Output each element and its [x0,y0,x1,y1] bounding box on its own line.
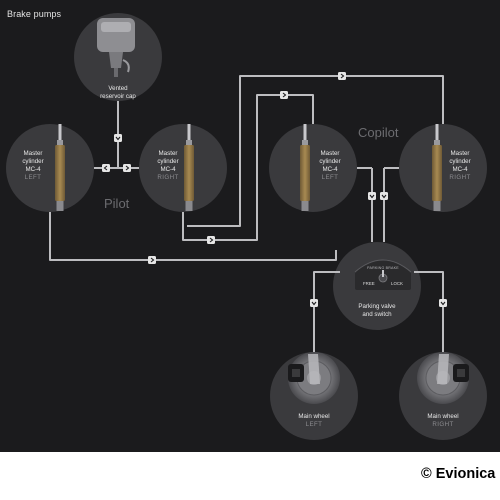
parking-brake-panel [354,259,412,290]
master-cylinder-icon [432,124,442,211]
pilot-group-label: Pilot [104,196,130,211]
copyright-symbol: © [421,466,432,482]
parking-lock-label: LOCK [391,281,403,286]
pilot-right-cylinder-node [139,124,227,212]
reservoir-label: Vented reservoir cap [100,85,136,100]
copilot-right-cylinder-node [399,124,487,212]
chevron-arrow-icon [380,192,388,200]
parking-valve-label: Parking valve and switch [358,303,396,318]
flow-markers [102,72,447,307]
copilot-right-cylinder-label: Master cylinder MC-4 RIGHT [449,150,471,181]
line-copilot-right-loop [187,75,444,227]
copilot-left-cylinder-label: Master cylinder MC-4 LEFT [319,150,341,181]
chevron-arrow-icon [148,256,156,264]
pilot-left-cylinder-node [6,124,94,212]
chevron-arrow-icon [280,91,288,99]
brake-system-diagram [6,13,487,440]
pilot-right-cylinder-label: Master cylinder MC-4 RIGHT [157,150,179,181]
chevron-arrow-icon [338,72,346,80]
copilot-group-label: Copilot [358,125,399,140]
master-cylinder-icon [55,124,65,211]
diagram-canvas: Brake pumps Pilot Copilot Vented reservo… [0,0,500,452]
chevron-arrow-icon [207,236,215,244]
left-wheel-label: Main wheel LEFT [298,413,330,428]
brake-disc-icon [417,352,469,404]
parking-free-label: FREE [363,281,375,286]
diagram-title: Brake pumps [7,9,62,19]
copyright-notice: © Evionica [421,466,495,482]
line-pilot-right-to-copilot-left [182,94,314,241]
node-backgrounds [6,13,487,440]
brake-disc-icon [288,352,340,404]
copilot-left-cylinder-node [269,124,357,212]
line-valve-to-left-wheel [313,271,340,352]
pilot-left-cylinder-label: Master cylinder MC-4 LEFT [22,150,44,181]
chevron-arrow-icon [102,164,110,172]
chevron-arrow-icon [123,164,131,172]
chevron-arrow-icon [310,299,318,307]
line-pilot-left-to-valve [49,212,337,261]
chevron-arrow-icon [114,134,122,142]
copyright-text: Evionica [435,466,496,482]
chevron-arrow-icon [368,192,376,200]
master-cylinder-icon [184,124,194,211]
right-wheel-label: Main wheel RIGHT [427,413,459,428]
master-cylinder-icon [300,124,310,211]
line-valve-to-right-wheel [414,271,444,352]
parking-brake-panel-title: PARKING BRAKE [367,266,399,270]
reservoir-icon [97,18,135,77]
chevron-arrow-icon [439,299,447,307]
